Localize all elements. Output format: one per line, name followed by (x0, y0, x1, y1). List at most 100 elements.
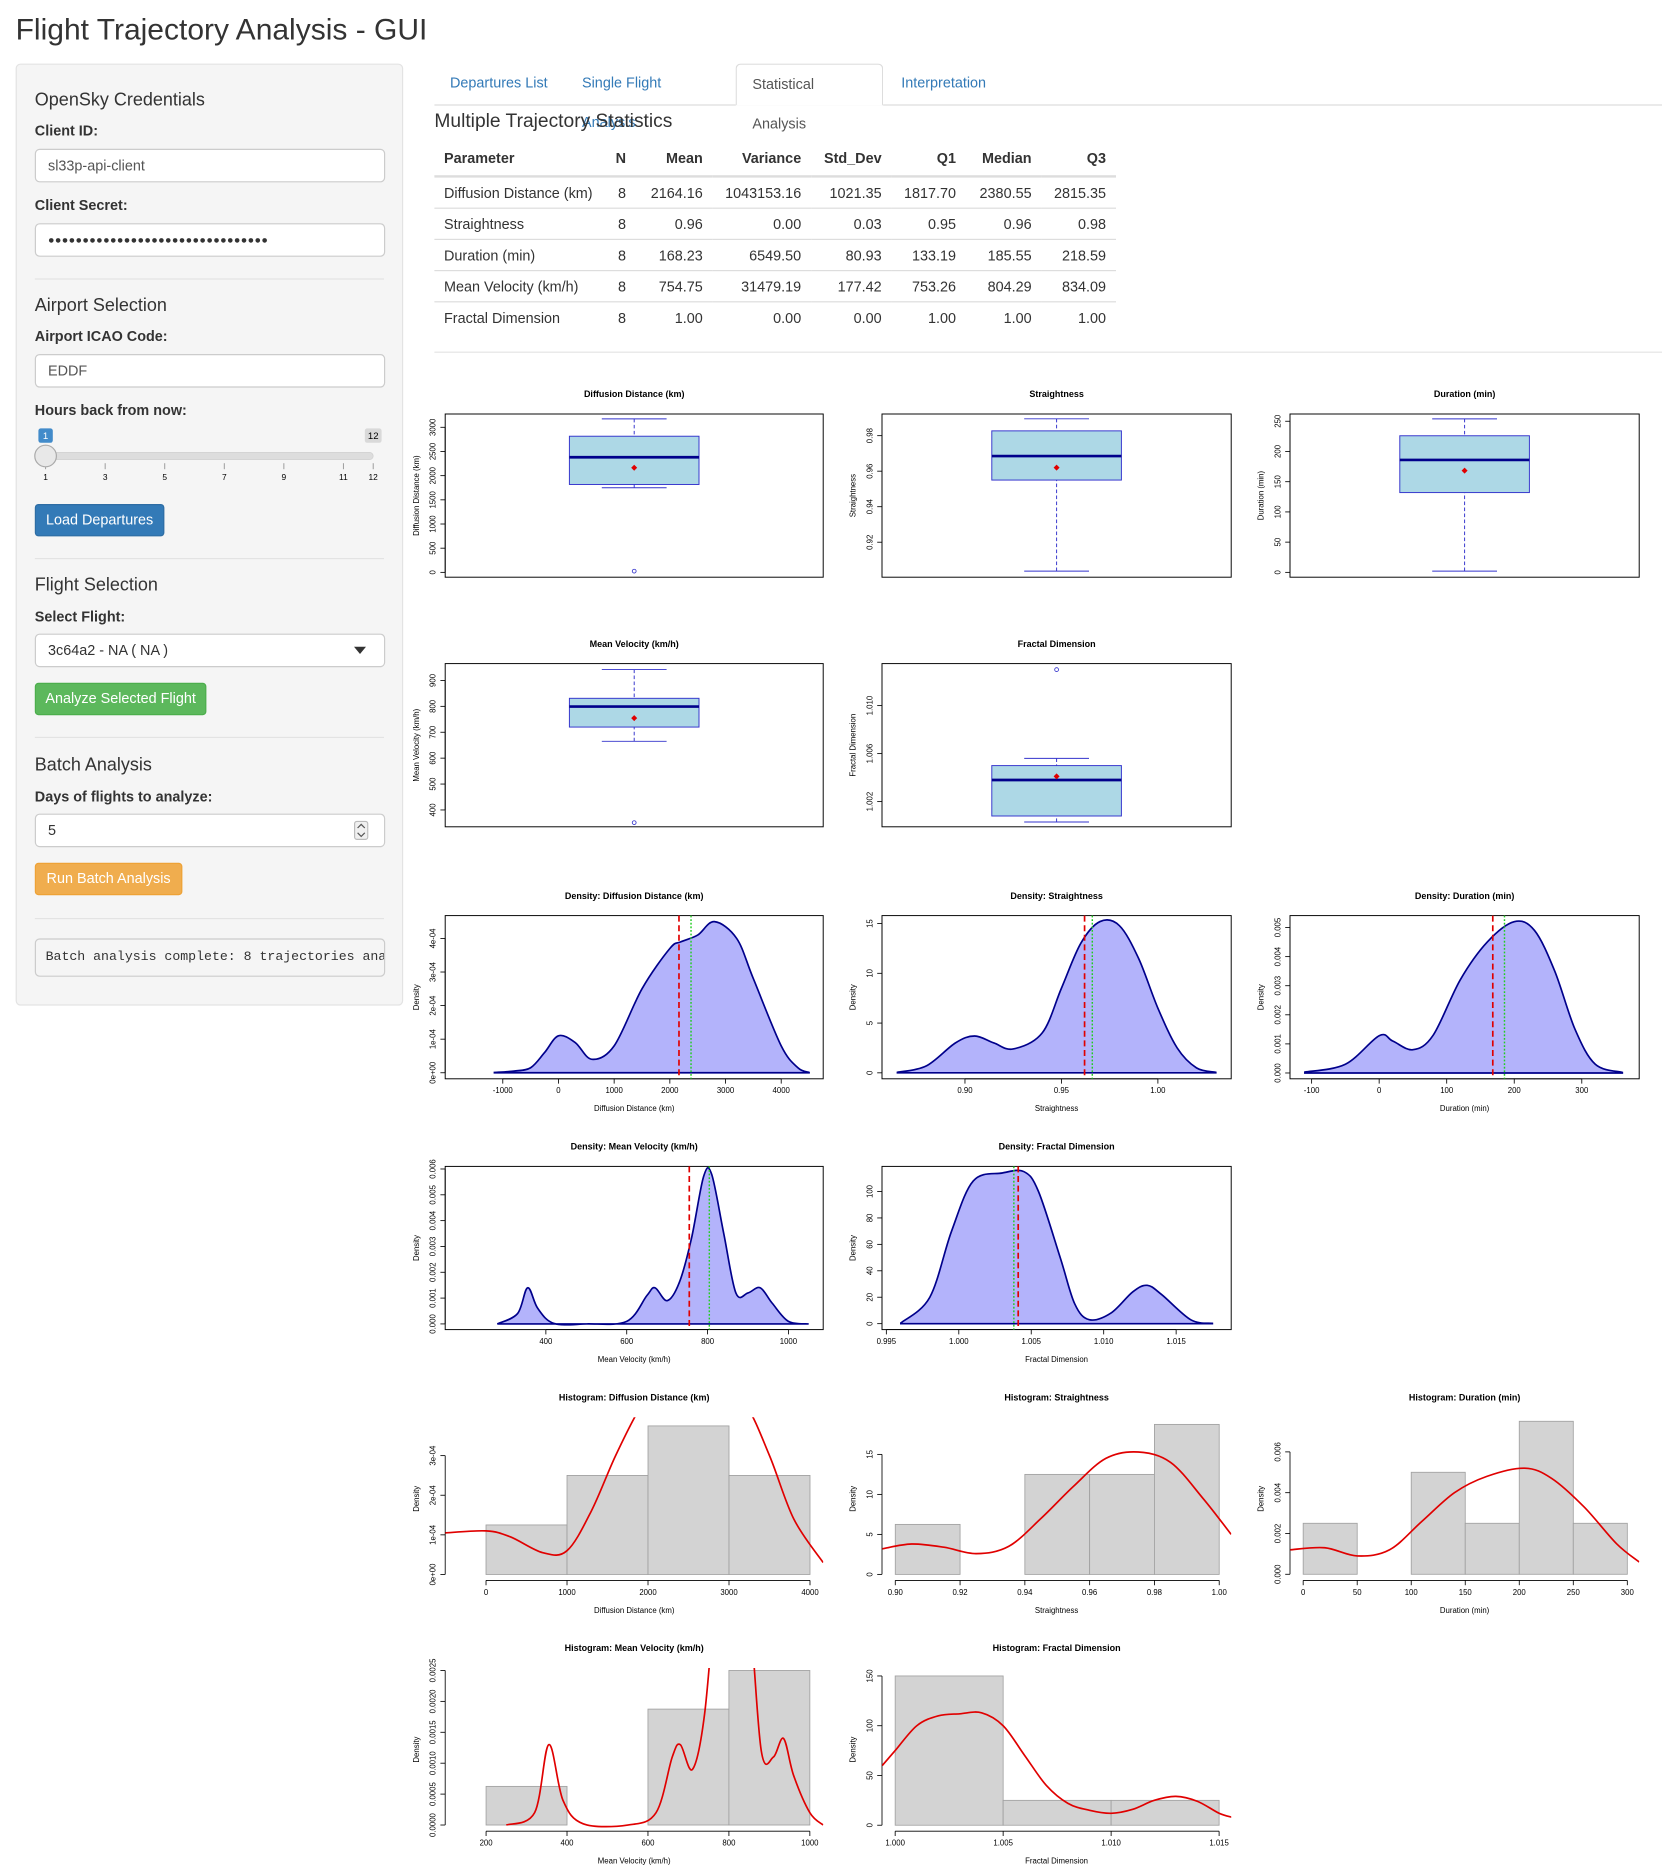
plot-title: Density: Mean Velocity (km/h) (571, 1142, 698, 1152)
y-tick-label: 0.002 (1273, 1524, 1282, 1544)
tab[interactable]: Single Flight Analysis (582, 74, 662, 131)
histogram-bar (1024, 1473, 1091, 1575)
table-cell: 0.00 (712, 301, 811, 333)
box (1399, 435, 1530, 494)
x-tick-label: 300 (1575, 1086, 1589, 1095)
x-tick-label: 1.015 (1209, 1839, 1229, 1848)
table-cell: 834.09 (1041, 270, 1116, 302)
x-tick-label: 0.995 (877, 1337, 897, 1346)
plot-title: Histogram: Mean Velocity (km/h) (565, 1643, 704, 1653)
x-axis-label: Mean Velocity (km/h) (598, 1355, 671, 1364)
tab[interactable]: Interpretation (901, 74, 987, 92)
y-tick-label: 0 (1273, 570, 1282, 575)
plot-histogram: Histogram: Diffusion Distance (km) 0e+00 1… (412, 1392, 824, 1615)
x-tick-label: 1.00 (1212, 1588, 1228, 1597)
table-cell: 0.95 (891, 207, 966, 240)
box (568, 697, 700, 728)
y-tick-label: 800 (429, 699, 438, 713)
x-tick-label: 1.015 (1166, 1337, 1186, 1346)
x-tick-label: -1000 (493, 1086, 514, 1095)
table-cell: 133.19 (891, 238, 966, 271)
field-label: Client Secret: (34, 196, 128, 214)
plot-frame (444, 915, 824, 1080)
table-cell: 1021.35 (810, 175, 892, 209)
table-cell: 753.26 (891, 270, 966, 302)
x-tick-label: 0.96 (1082, 1588, 1097, 1597)
flight-select[interactable]: 3c64a2 - NA ( NA ) (34, 633, 386, 668)
y-tick-label: 0.005 (429, 1184, 438, 1204)
table-cell: 0.03 (810, 207, 892, 240)
y-tick-label: 5 (865, 1532, 874, 1537)
x-tick-label: 0.94 (1017, 1588, 1033, 1597)
y-tick-label: 600 (429, 751, 438, 765)
x-tick-label: 1.005 (1021, 1337, 1041, 1346)
y-tick-label: 0.002 (1273, 1005, 1282, 1025)
plot-box: Mean Velocity (km/h) 400 500 600 700 800 900 Me… (412, 639, 824, 828)
x-tick-label: 600 (620, 1337, 634, 1346)
x-tick-label: 2000 (639, 1588, 657, 1597)
plot-box: Straightness 0.92 0.94 0.96 0.98 Straightness (849, 389, 1232, 578)
number-input[interactable]: 5 (34, 813, 386, 848)
y-axis-label: Density (1257, 984, 1266, 1010)
x-tick-label: 150 (1459, 1588, 1473, 1597)
mean-point (1461, 467, 1468, 474)
plot-density: Density: Straightness 0 5 10 15 Density 0.90 0.… (849, 891, 1232, 1113)
y-tick-label: 40 (865, 1266, 874, 1275)
table-cell: 2815.35 (1041, 175, 1116, 209)
analyze-button[interactable]: Analyze Selected Flight (34, 682, 207, 716)
tab[interactable]: Departures List (450, 74, 548, 92)
y-tick-label: 0 (865, 1321, 874, 1326)
password-input[interactable]: ●●●●●●●●●●●●●●●●●●●●●●●●●●●●●●●● (34, 223, 386, 257)
y-tick-label: 80 (865, 1213, 874, 1222)
y-tick-label: 0.001 (429, 1288, 438, 1308)
x-tick-label: 300 (1621, 1588, 1635, 1597)
batch-button[interactable]: Run Batch Analysis (34, 862, 183, 896)
plot-density: Density: Mean Velocity (km/h) 0.000 0.001 0… (412, 1142, 824, 1364)
y-tick-label: 0.98 (865, 428, 874, 443)
x-tick-label: 0.95 (1054, 1086, 1070, 1095)
text-input[interactable]: sl33p-api-client (34, 148, 386, 183)
plot-density: Density: Duration (min) 0.000 0.001 0.002 0.… (1257, 891, 1640, 1113)
y-axis-label: Fractal Dimension (849, 714, 858, 777)
table-cell: Duration (min) (434, 238, 606, 271)
status-output: Batch analysis complete: 8 trajectories … (34, 938, 386, 977)
table-cell: 804.29 (965, 270, 1042, 302)
y-tick-label: 0.004 (429, 1210, 438, 1230)
text-input[interactable]: EDDF (34, 354, 386, 388)
y-tick-label: 0.0020 (429, 1689, 438, 1714)
y-tick-label: 0.000 (1273, 1564, 1282, 1584)
x-tick-label: 1.010 (1101, 1839, 1121, 1848)
y-tick-label: 900 (429, 673, 438, 687)
y-tick-label: 0.000 (429, 1314, 438, 1334)
x-axis-label: Fractal Dimension (1025, 1857, 1088, 1866)
x-axis-label: Straightness (1035, 1606, 1078, 1615)
table-cell: 8 (606, 175, 636, 209)
plot-title: Density: Fractal Dimension (999, 1142, 1115, 1152)
x-tick-label: 800 (701, 1337, 715, 1346)
table-cell: 1817.70 (891, 175, 966, 209)
y-tick-label: 1.006 (865, 744, 874, 764)
y-tick-label: 1e-04 (429, 1029, 438, 1050)
y-tick-label: 0.0025 (429, 1658, 438, 1683)
x-tick-label: 1.00 (1150, 1086, 1166, 1095)
spinner[interactable] (354, 820, 369, 841)
y-tick-label: 0 (865, 1822, 874, 1827)
density-curve (445, 1417, 824, 1564)
x-axis-label: Mean Velocity (km/h) (598, 1857, 671, 1866)
tab[interactable]: Statistical Analysis (735, 63, 884, 132)
box (568, 435, 700, 485)
histogram-bar (647, 1425, 730, 1575)
y-tick-label: 0.96 (865, 464, 874, 479)
x-tick-label: 100 (1440, 1086, 1454, 1095)
load-button[interactable]: Load Departures (34, 504, 165, 537)
y-axis-label: Density (412, 1486, 421, 1512)
plot-title: Density: Straightness (1010, 891, 1103, 901)
column-header: Mean (635, 141, 713, 178)
divider (34, 558, 385, 560)
x-tick-label: 400 (561, 1839, 575, 1848)
plot-histogram: Histogram: Duration (min) 0.000 0.002 0.004… (1257, 1392, 1640, 1615)
y-tick-label: 20 (865, 1292, 874, 1301)
y-tick-label: 2500 (429, 442, 438, 460)
